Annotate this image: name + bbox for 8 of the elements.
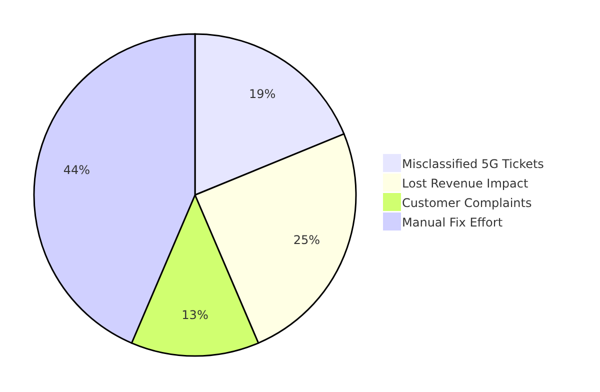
legend-label: Misclassified 5G Tickets xyxy=(402,157,544,171)
legend-label: Customer Complaints xyxy=(402,196,532,210)
data-label: 19% xyxy=(248,87,276,102)
data-label: 13% xyxy=(182,308,208,322)
data-label: 44% xyxy=(63,163,90,178)
legend-label: Manual Fix Effort xyxy=(402,216,503,230)
data-label: 25% xyxy=(293,233,320,248)
legend-label: Lost Revenue Impact xyxy=(402,176,528,190)
